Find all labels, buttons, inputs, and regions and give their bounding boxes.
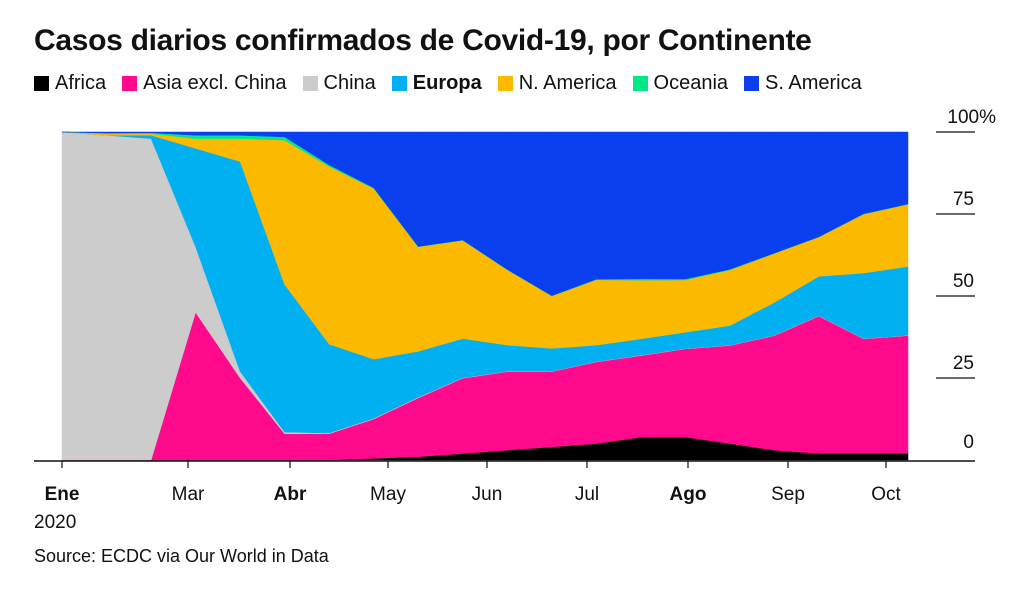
- legend-label-africa: Africa: [55, 72, 107, 94]
- x-tick-label: Jul: [575, 484, 599, 505]
- x-tick-label: Abr: [274, 484, 307, 505]
- legend-item-africa: Africa: [34, 72, 106, 95]
- legend-swatch-europa: [391, 76, 407, 91]
- x-tick-year-label: 2020: [34, 512, 76, 533]
- legend-label-oceania: Oceania: [653, 72, 729, 94]
- legend-label-europa: Europa: [412, 72, 482, 94]
- x-tick-label: Ago: [670, 484, 707, 505]
- y-tick-label: 50: [953, 271, 974, 292]
- x-tick-label: Ene: [45, 484, 80, 505]
- legend-swatch-china: [302, 76, 318, 91]
- legend-item-s-america: S. America: [744, 72, 862, 95]
- legend-label-asia: Asia excl. China: [143, 72, 287, 94]
- x-tick-label: May: [370, 484, 406, 505]
- legend-item-asia: Asia excl. China: [122, 72, 287, 95]
- legend-label-n-america: N. America: [518, 72, 617, 94]
- y-tick-label: 0: [963, 432, 974, 453]
- legend-item-china: China: [302, 72, 376, 95]
- chart-title: Casos diarios confirmados de Covid-19, p…: [34, 24, 812, 57]
- legend: Africa Asia excl. China China Europa N. …: [34, 72, 862, 95]
- area-series-s-america: [61, 131, 909, 296]
- x-tick-label: Oct: [871, 484, 901, 505]
- legend-item-europa: Europa: [391, 72, 482, 95]
- legend-item-oceania: Oceania: [632, 72, 729, 95]
- legend-item-n-america: N. America: [497, 72, 617, 95]
- legend-label-china: China: [323, 72, 376, 94]
- legend-swatch-oceania: [632, 76, 648, 91]
- legend-swatch-n-america: [497, 76, 513, 91]
- legend-swatch-asia: [122, 76, 138, 91]
- legend-swatch-s-america: [744, 76, 760, 91]
- legend-swatch-africa: [34, 76, 49, 91]
- legend-label-s-america: S. America: [765, 72, 862, 94]
- y-tick-label: 100%: [947, 107, 996, 128]
- y-tick-label: 25: [953, 353, 974, 374]
- x-tick-label: Jun: [472, 484, 503, 505]
- source-note: Source: ECDC via Our World in Data: [34, 546, 329, 566]
- x-tick-label: Mar: [172, 484, 205, 505]
- x-tick-label: Sep: [771, 484, 805, 505]
- y-tick-label: 75: [953, 189, 974, 210]
